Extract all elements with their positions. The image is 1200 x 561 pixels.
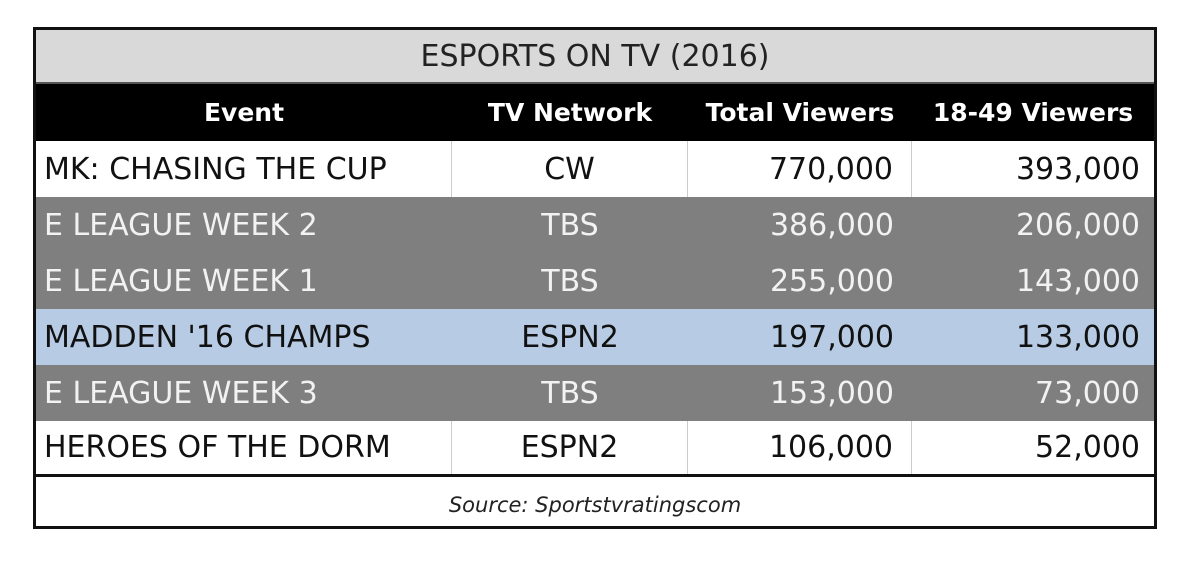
cell-event: HEROES OF THE DORM (36, 421, 452, 474)
cell-event: MK: CHASING THE CUP (36, 141, 452, 197)
cell-event: MADDEN '16 CHAMPS (44, 319, 371, 355)
cell-event: E LEAGUE WEEK 1 (44, 263, 318, 299)
table-row: E LEAGUE WEEK 2 TBS 386,000 206,000 (36, 197, 1154, 253)
table-row: HEROES OF THE DORM ESPN2 106,000 52,000 (36, 421, 1154, 477)
table-row: E LEAGUE WEEK 1 TBS 255,000 143,000 (36, 253, 1154, 309)
cell-network: TBS (541, 263, 599, 299)
cell-total-viewers: 197,000 (769, 319, 894, 355)
table-row: E LEAGUE WEEK 3 TBS 153,000 73,000 (36, 365, 1154, 421)
cell-total-viewers: 386,000 (769, 207, 894, 243)
source-note: Source: Sportstvratingscom (448, 492, 742, 517)
cell-total-viewers: 770,000 (688, 141, 912, 197)
table-header-row: Event TV Network Total Viewers 18-49 Vie… (36, 84, 1154, 141)
cell-event: E LEAGUE WEEK 2 (44, 207, 318, 243)
table-title: ESPORTS ON TV (2016) (36, 30, 1154, 84)
cell-18-49-viewers: 73,000 (1035, 375, 1140, 411)
cell-18-49-viewers: 52,000 (1035, 430, 1140, 465)
cell-18-49-viewers: 206,000 (1015, 207, 1140, 243)
cell-network: ESPN2 (452, 421, 688, 474)
cell-network: ESPN2 (521, 319, 619, 355)
esports-tv-table: ESPORTS ON TV (2016) Event TV Network To… (33, 27, 1157, 529)
cell-total-viewers: 255,000 (769, 263, 894, 299)
cell-network: CW (452, 141, 688, 197)
cell-18-49-viewers: 133,000 (1015, 319, 1140, 355)
cell-18-49-viewers: 143,000 (1015, 263, 1140, 299)
cell-18-49-viewers: 393,000 (1015, 151, 1140, 187)
cell-network: TBS (541, 375, 599, 411)
cell-total-viewers: 106,000 (688, 421, 912, 474)
header-total-viewers: Total Viewers (705, 98, 895, 127)
header-event: Event (203, 98, 285, 127)
header-18-49-viewers: 18-49 Viewers (932, 98, 1134, 127)
cell-event: E LEAGUE WEEK 3 (44, 375, 318, 411)
cell-network: TBS (541, 207, 599, 243)
cell-total-viewers: 153,000 (769, 375, 894, 411)
table-row-highlighted: MADDEN '16 CHAMPS ESPN2 197,000 133,000 (36, 309, 1154, 365)
header-tv-network: TV Network (487, 98, 653, 127)
table-row: MK: CHASING THE CUP CW 770,000 393,000 (36, 141, 1154, 197)
